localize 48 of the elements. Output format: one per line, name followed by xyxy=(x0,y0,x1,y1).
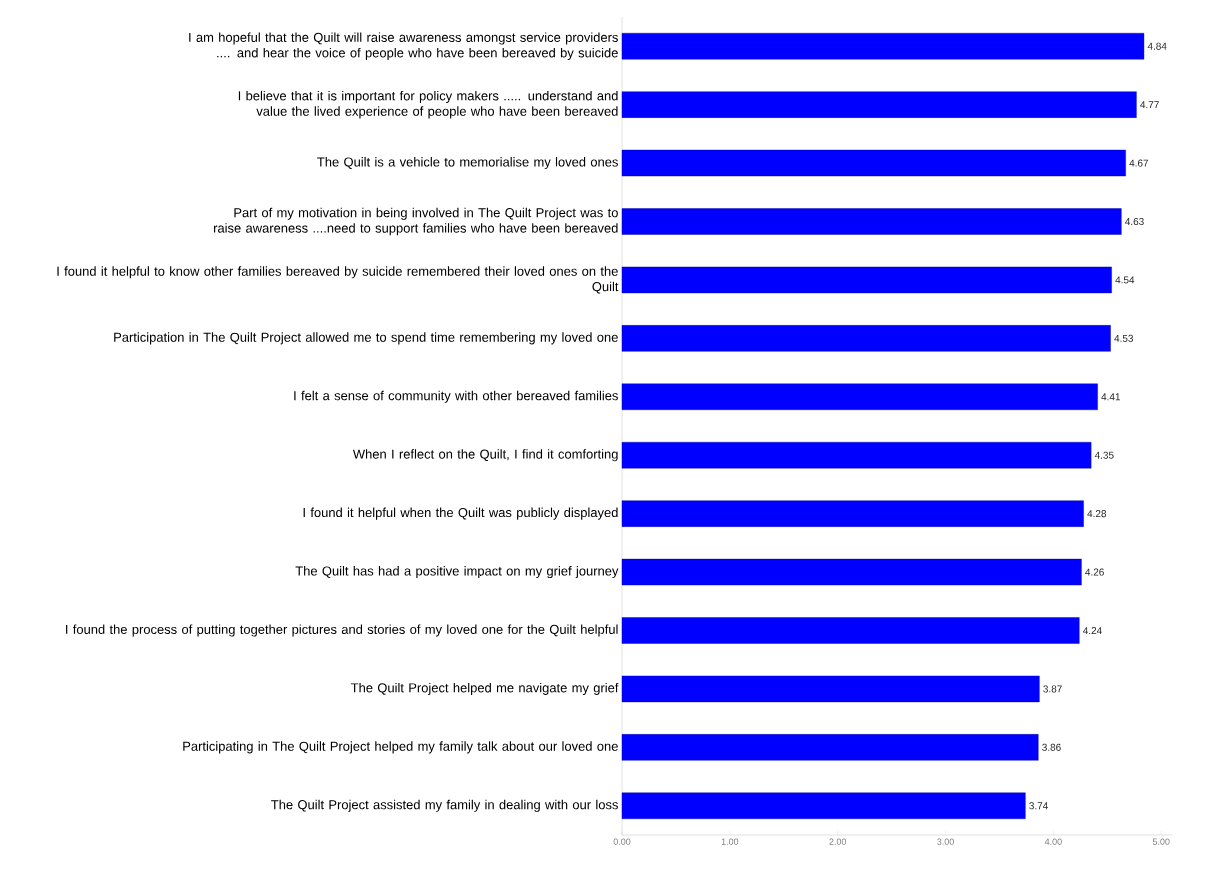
data-label: 4.28 xyxy=(1087,510,1107,518)
y-tick-label: The Quilt has had a positive impact on my grief journey xyxy=(295,566,619,579)
y-tick-label: I found it helpful when the Quilt was publicly displayed xyxy=(303,507,618,520)
bar xyxy=(621,325,1111,352)
y-tick-label: I believe that it is important for policy makers ..... understand and value the lived experience of people who have been bereaved xyxy=(238,90,618,119)
bar xyxy=(621,500,1084,527)
data-label: 4.24 xyxy=(1083,627,1102,634)
bar xyxy=(621,208,1122,235)
data-label: 3.74 xyxy=(1029,802,1048,810)
bar xyxy=(621,675,1040,703)
x-tick-label: 1.00 xyxy=(721,838,739,845)
data-label: 4.77 xyxy=(1140,101,1159,109)
x-tick-label: 2.00 xyxy=(829,838,847,845)
x-tick-label: 5.00 xyxy=(1152,838,1170,845)
bar xyxy=(621,33,1145,60)
y-tick-label: I felt a sense of community with other bereaved families xyxy=(294,390,618,403)
bar xyxy=(621,383,1098,410)
data-label: 4.26 xyxy=(1085,568,1104,576)
x-tick-label: 3.00 xyxy=(937,838,954,845)
y-tick-label: I found it helpful to know other families bereaved by suicide remembered their loved ones on the Quilt xyxy=(57,266,619,294)
y-tick-label: The Quilt is a vehicle to memorialise my loved ones xyxy=(317,157,618,170)
bar xyxy=(621,792,1026,819)
bar xyxy=(621,442,1092,469)
data-label: 4.63 xyxy=(1125,217,1144,226)
y-tick-label: The Quilt Project helped me navigate my grief xyxy=(350,682,619,695)
y-tick-label: I found the process of putting together pictures and stories of my loved one for the Quilt helpful xyxy=(66,624,618,637)
y-tick-label: Participating in The Quilt Project helped my family talk about our loved one xyxy=(183,741,618,754)
y-tick-label: The Quilt Project assisted my family in dealing with our loss xyxy=(271,799,618,812)
y-tick-label: Part of my motivation in being involved in The Quilt Project was to raise awareness ....need to support families who have been bereaved xyxy=(214,207,618,236)
bar xyxy=(621,617,1080,644)
y-tick-label: I am hopeful that the Quilt will raise awareness amongst service providers .... and hear the voice of people who have been bereaved by suicide xyxy=(189,32,618,60)
bar xyxy=(621,266,1112,294)
data-label: 3.86 xyxy=(1042,743,1061,751)
x-tick-label: 0.00 xyxy=(613,838,631,845)
data-label: 4.53 xyxy=(1114,334,1134,342)
data-label: 4.35 xyxy=(1094,451,1114,459)
x-tick-label: 4.00 xyxy=(1044,838,1062,845)
data-label: 4.84 xyxy=(1147,42,1167,50)
bar xyxy=(621,91,1137,118)
bar xyxy=(621,734,1039,761)
data-label: 3.87 xyxy=(1043,685,1062,693)
data-label: 4.41 xyxy=(1101,393,1121,401)
y-tick-label: Participation in The Quilt Project allowed me to spend time remembering my loved one xyxy=(114,332,618,345)
y-tick-label: When I reflect on the Quilt, I find it comforting xyxy=(352,449,618,462)
bar xyxy=(621,558,1082,586)
data-label: 4.54 xyxy=(1115,276,1135,284)
bar xyxy=(621,149,1126,177)
data-label: 4.67 xyxy=(1129,159,1149,167)
